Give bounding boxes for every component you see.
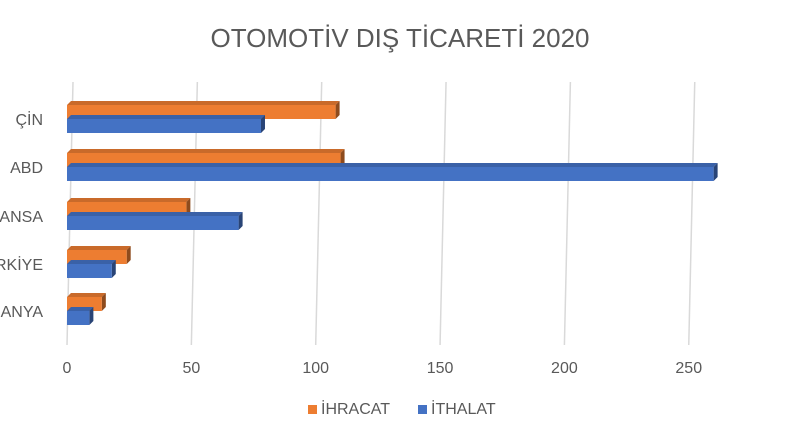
bar-side-face — [101, 293, 106, 311]
bar-i̇thalat — [67, 260, 116, 278]
bar-top-face — [67, 149, 345, 153]
x-tick-label: 0 — [63, 360, 72, 377]
bar-side-face — [335, 101, 340, 119]
bar-top-face — [67, 115, 265, 119]
bar-top-face — [67, 307, 94, 311]
x-axis-labels: 05010015020025030 — [63, 360, 703, 377]
y-axis-labels: ÇİN ABD ANSA RKİYE ANYA — [0, 110, 43, 321]
legend-swatch — [308, 405, 317, 414]
bar-top-face — [67, 260, 116, 264]
legend-swatch — [418, 405, 427, 414]
bar-side-face — [713, 163, 718, 181]
bar-side-face — [340, 149, 345, 167]
x-tick-label: 200 — [551, 360, 578, 377]
bar-front-face — [67, 167, 714, 181]
legend-label: İHRACAT — [321, 399, 390, 418]
bar-i̇thalat — [67, 212, 243, 230]
x-tick-label: 50 — [182, 360, 200, 377]
bar-top-face — [67, 246, 131, 250]
bar-i̇thalat — [67, 307, 94, 325]
y-category-label: RKİYE — [0, 255, 43, 274]
bar-front-face — [67, 311, 90, 325]
y-category-label: ÇİN — [15, 110, 43, 129]
gridline — [314, 81, 323, 346]
bar-top-face — [67, 101, 340, 105]
bar-side-face — [260, 115, 265, 133]
y-category-label: ABD — [10, 160, 43, 177]
bar-i̇thalat — [67, 115, 265, 133]
legend: İHRACAT İTHALAT — [308, 399, 496, 418]
bar-top-face — [67, 293, 106, 297]
bar-side-face — [186, 198, 191, 216]
bar-side-face — [126, 246, 131, 264]
bar-front-face — [67, 216, 239, 230]
x-tick-label: 250 — [675, 360, 702, 377]
chart-title: OTOMOTİV DIŞ TİCARETİ 2020 — [210, 23, 589, 53]
bar-side-face — [111, 260, 116, 278]
bars — [67, 101, 718, 325]
x-tick-label: 100 — [302, 360, 329, 377]
y-category-label: ANYA — [1, 304, 44, 321]
bar-top-face — [67, 163, 718, 167]
x-tick-label: 150 — [427, 360, 454, 377]
gridline — [563, 81, 572, 346]
bar-i̇thalat — [67, 163, 718, 181]
gridline — [688, 81, 696, 346]
bar-side-face — [89, 307, 94, 325]
bar-front-face — [67, 264, 112, 278]
bar-side-face — [238, 212, 243, 230]
bar-front-face — [67, 119, 261, 133]
bar-top-face — [67, 198, 191, 202]
y-category-label: ANSA — [0, 209, 43, 226]
bar-top-face — [67, 212, 243, 216]
gridline — [439, 81, 447, 346]
legend-label: İTHALAT — [431, 399, 496, 418]
